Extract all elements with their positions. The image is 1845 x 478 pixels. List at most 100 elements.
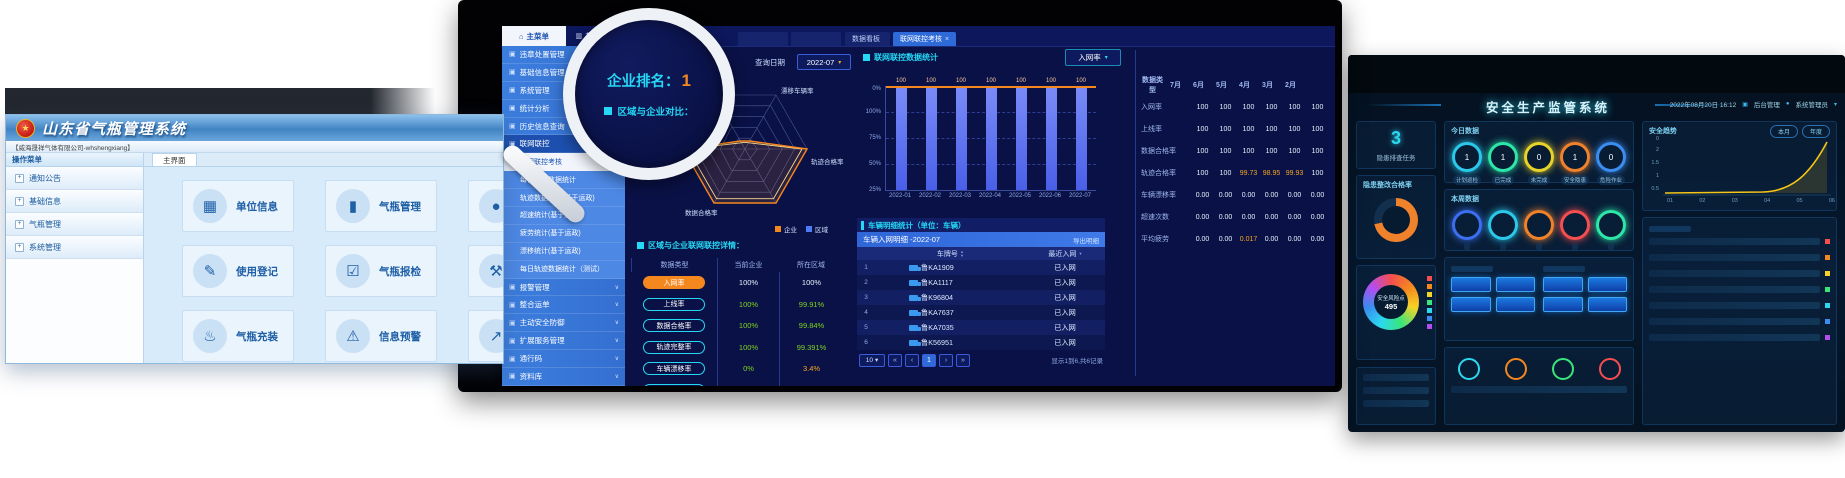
current-page[interactable]: 1 <box>922 353 936 367</box>
query-date-select[interactable]: 2022-07 ▾ <box>797 54 851 70</box>
admin-link[interactable]: 后台管理 <box>1753 102 1780 109</box>
sort-icon[interactable]: ▾ <box>1079 250 1082 256</box>
tab-strip <box>738 26 841 46</box>
action-button[interactable] <box>1587 297 1627 312</box>
module-card[interactable]: ☑ 气瓶报检 <box>325 245 437 297</box>
ring-label: 安全隐患 <box>1560 175 1589 185</box>
x-tick: 04 <box>1764 198 1771 204</box>
overlay-line <box>886 86 1096 88</box>
vehicle-row[interactable]: 6 鲁K56951 已入网 <box>857 335 1105 350</box>
metric-button[interactable]: 轨迹完整率 <box>643 340 705 354</box>
sidebar-menu-item[interactable]: ▣ 资料库 ∨ <box>502 368 625 386</box>
vehicle-row[interactable]: 3 鲁K96804 已入网 <box>857 290 1105 305</box>
action-button[interactable] <box>1451 297 1491 312</box>
range-button[interactable]: 年度 <box>1801 125 1830 138</box>
sort-icon[interactable]: ▴ ▾ <box>960 248 964 258</box>
bar-chart-y-axis: 100% 75% 50% 25% 0% <box>857 86 883 193</box>
tab-hidden[interactable] <box>791 32 841 46</box>
module-card[interactable]: ⚠ 信息预警 <box>325 310 437 362</box>
module-card[interactable]: ▮ 气瓶管理 <box>325 180 437 232</box>
action-button[interactable] <box>1543 297 1583 312</box>
expand-icon[interactable]: + <box>15 219 24 229</box>
month-row: 数据合格率 100 100 100 100 100 100 <box>1141 147 1324 156</box>
sidebar-item[interactable]: + 基础信息 <box>6 190 143 213</box>
sidebar-item[interactable]: + 通知公告 <box>6 167 143 190</box>
main-tab[interactable]: 主界面 <box>152 153 197 166</box>
x-tick: 02 <box>1699 198 1706 204</box>
sidebar-menu-item[interactable]: ▣ 通行码 ∨ <box>502 350 625 369</box>
bar <box>985 86 997 190</box>
action-button[interactable] <box>1495 277 1535 292</box>
vehicle-row[interactable]: 5 鲁KA7035 已入网 <box>857 320 1105 335</box>
action-button[interactable] <box>1451 277 1491 292</box>
cylinder-system-window: ★ 山东省气瓶管理系统 【威海晟祥气体有限公司-whshengxiang】 操作… <box>5 114 504 364</box>
next-page-button[interactable]: › <box>939 353 953 367</box>
sort-status-header[interactable]: 最近入网 ▾ <box>1048 250 1082 258</box>
tab-hidden[interactable] <box>738 32 788 46</box>
vehicle-row[interactable]: 2 鲁KA1117 已入网 <box>857 275 1105 290</box>
export-button[interactable]: 导出明细 <box>1073 237 1099 245</box>
expand-icon[interactable]: + <box>15 196 24 206</box>
prev-page-button[interactable]: ‹ <box>905 353 919 367</box>
module-card[interactable]: ● <box>468 180 503 232</box>
todo-group <box>1451 266 1535 312</box>
x-tick: 2022-01 <box>888 193 912 199</box>
dropdown-icon: ▾ <box>874 357 879 364</box>
sidebar-submenu-item[interactable]: 超速统计(基于运政) <box>502 207 625 225</box>
user-menu[interactable]: 系统管理员 <box>1795 102 1828 109</box>
page-size-select[interactable]: 10 ▾ <box>859 353 885 367</box>
action-button[interactable] <box>1543 277 1583 292</box>
bar-value-label: 100 <box>955 78 966 84</box>
metric-filter-select[interactable]: 入网率 ▾ <box>1065 49 1121 66</box>
sidebar-item[interactable]: + 气瓶管理 <box>6 213 143 236</box>
module-card[interactable]: ↗ <box>468 310 503 362</box>
operation-menu-header: 操作菜单 <box>6 153 143 167</box>
home-menu-tab[interactable]: ⌂ 主菜单 <box>502 26 566 46</box>
expand-icon[interactable]: + <box>15 242 24 252</box>
sidebar-submenu-item[interactable]: 疲劳统计(基于运政) <box>502 224 625 243</box>
stat-ring: 0 危险作业 <box>1593 142 1629 185</box>
metric-button[interactable]: 上线率 <box>643 297 705 311</box>
sidebar-submenu-item[interactable]: 漂移统计(基于运政) <box>502 242 625 261</box>
metric-button[interactable]: 数据合格率 <box>643 319 705 333</box>
chevron-down-icon: ∨ <box>614 320 619 327</box>
first-page-button[interactable]: « <box>888 353 902 367</box>
action-button[interactable] <box>1587 277 1627 292</box>
module-card[interactable]: ⚒ <box>468 245 503 297</box>
range-button[interactable]: 本月 <box>1769 125 1798 138</box>
metric-button[interactable]: 超速次数 <box>643 383 705 386</box>
row-number: 6 <box>864 339 868 346</box>
sort-plate-header[interactable]: 车牌号 ▴ ▾ <box>936 248 964 258</box>
mini-ring <box>1504 358 1527 380</box>
action-button[interactable] <box>1495 297 1535 312</box>
workspace-tab[interactable]: 联网联控考核 × <box>893 32 957 46</box>
sidebar-item[interactable]: + 系统管理 <box>6 236 143 259</box>
today-rings: 1 计划巡检 1 已完成 0 未完成 1 安全 <box>1445 136 1633 185</box>
metric-label: 超速次数 <box>1141 214 1169 221</box>
region-value: 3.4% <box>802 364 821 374</box>
metric-button[interactable]: 车辆漂移率 <box>643 362 705 376</box>
column-header: 2月 <box>1285 82 1296 89</box>
module-card[interactable]: ♨ 气瓶充装 <box>182 310 294 362</box>
caret-down-icon[interactable]: ▾ <box>1833 101 1837 108</box>
sidebar-menu-item[interactable]: ▣ 主动安全防御 ∨ <box>502 314 625 333</box>
module-card[interactable]: ▦ 单位信息 <box>182 180 294 232</box>
sidebar-menu-item[interactable]: ▣ 报警管理 ∨ <box>502 278 625 297</box>
risk-wheel-label: 安全风险点 <box>1377 295 1405 302</box>
vehicle-row[interactable]: 1 鲁KA1909 已入网 <box>857 260 1105 275</box>
sidebar-menu-item[interactable]: ▣ 整合运单 ∨ <box>502 296 625 315</box>
company-value: 100% <box>738 321 759 331</box>
vehicle-row[interactable]: 4 鲁KA7637 已入网 <box>857 305 1105 320</box>
expand-icon[interactable]: + <box>15 173 24 183</box>
register-icon: ✎ <box>193 254 227 288</box>
sidebar-menu-item[interactable]: ▣ 扩展服务管理 ∨ <box>502 332 625 351</box>
workspace-tab[interactable]: 数据看板 <box>845 32 890 46</box>
sidebar-submenu-item[interactable]: 每日轨迹数据统计（测试） <box>502 260 625 279</box>
close-icon[interactable]: × <box>945 35 950 43</box>
last-page-button[interactable]: » <box>956 353 970 367</box>
list-swatch <box>1825 255 1830 260</box>
module-card[interactable]: ✎ 使用登记 <box>182 245 294 297</box>
vehicle-icon: ▥ <box>575 33 583 40</box>
metric-button[interactable]: 入网率 <box>643 276 705 290</box>
y-tick: 0.5 <box>1651 186 1659 192</box>
